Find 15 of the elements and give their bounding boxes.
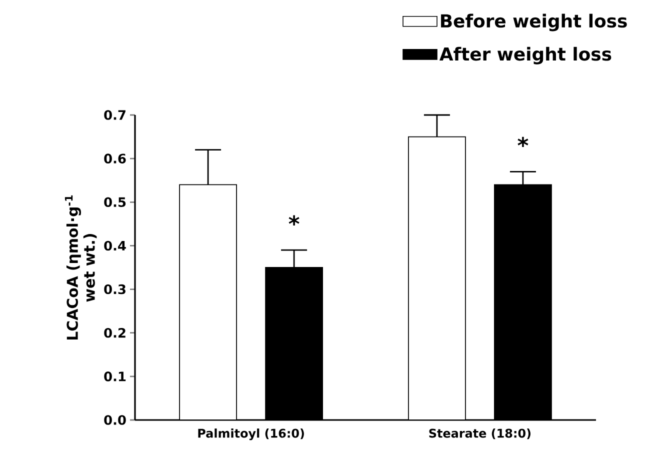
y-tick-label: 0.5 bbox=[104, 197, 126, 208]
text: LCACoA (ηmol·g$^{-1}$ wet wt.) bbox=[64, 195, 97, 340]
y-tick-label: 0.1 bbox=[104, 372, 126, 382]
annotation: * bbox=[288, 215, 300, 226]
y-tick-label: 0.2 bbox=[104, 328, 126, 338]
y-tick-label: 0.0 bbox=[104, 415, 126, 425]
y-tick-label: 0.7 bbox=[104, 110, 126, 120]
y-tick-label: 0.3 bbox=[104, 284, 126, 294]
annotation: * bbox=[518, 136, 528, 148]
x-tick-label: Palmitoyl (16:0) bbox=[198, 428, 304, 440]
x-tick-label: Stearate (18:0) bbox=[429, 428, 530, 440]
legend-label: Before weight loss bbox=[441, 14, 627, 32]
y-tick-label: 0.6 bbox=[104, 154, 126, 164]
legend-label: After weight loss bbox=[439, 46, 612, 64]
y-tick-label: 0.4 bbox=[104, 240, 126, 251]
